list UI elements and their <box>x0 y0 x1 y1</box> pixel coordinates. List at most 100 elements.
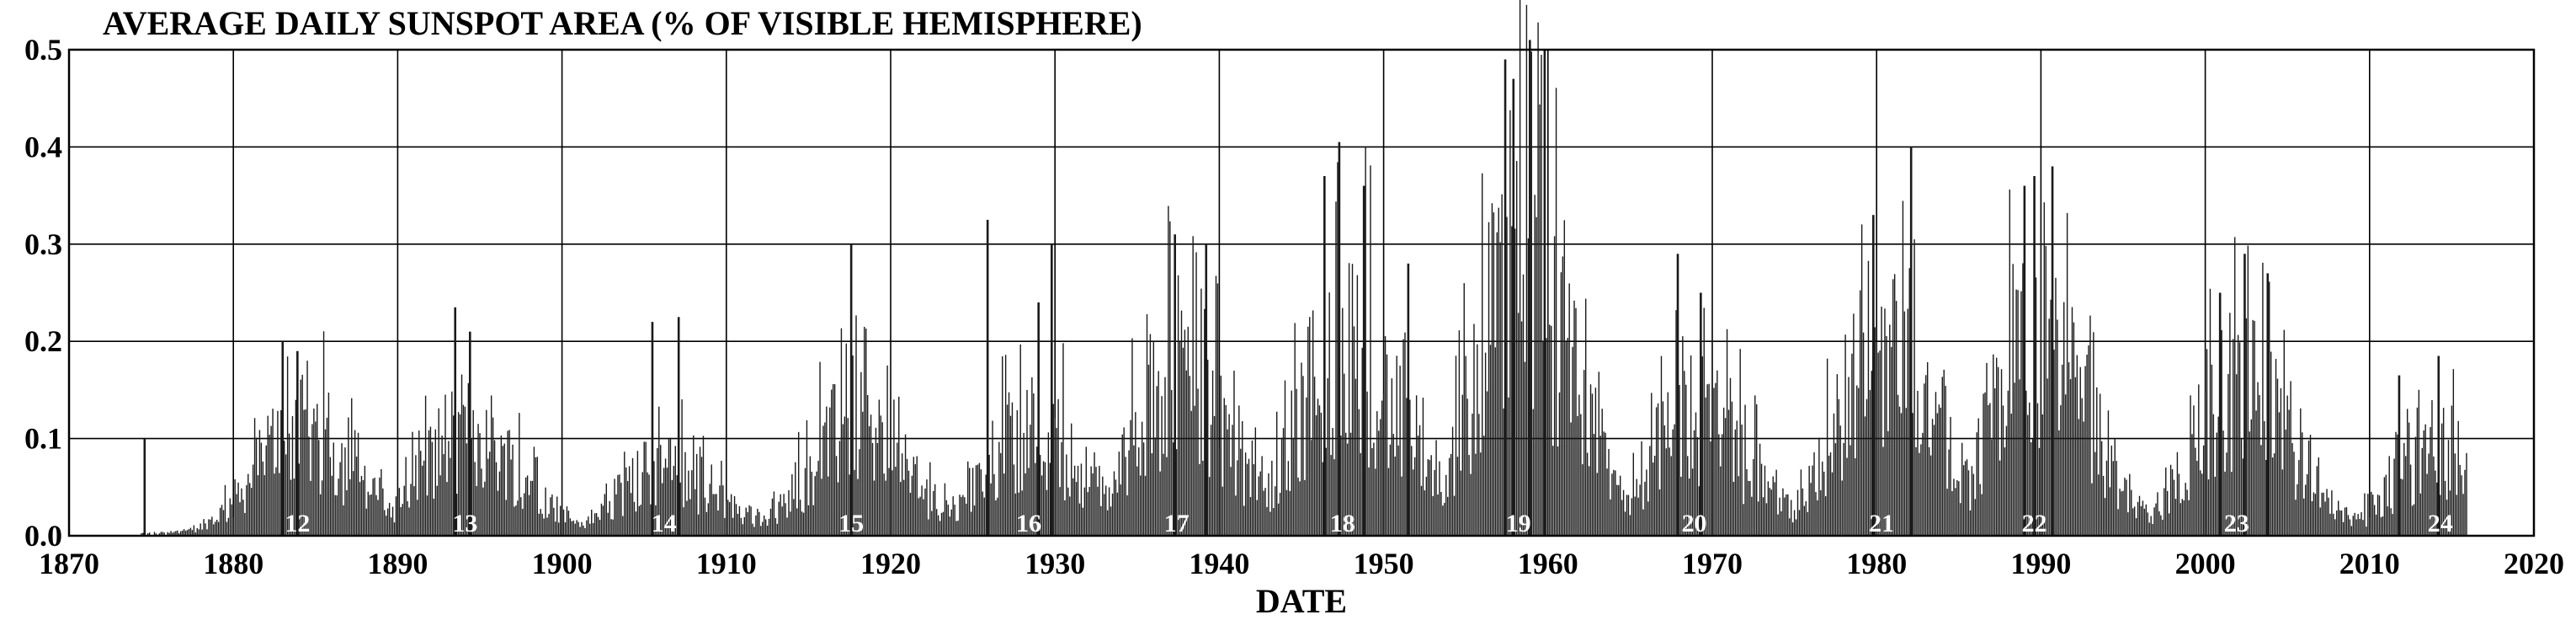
sunspot-bar <box>167 532 168 536</box>
sunspot-bar <box>1179 341 1181 536</box>
sunspot-bar <box>306 361 308 536</box>
sunspot-bar <box>727 500 729 536</box>
sunspot-bar <box>2132 508 2134 536</box>
x-tick-label: 1950 <box>1354 547 1414 580</box>
sunspot-bar <box>540 509 541 536</box>
sunspot-bar <box>2157 492 2158 536</box>
sunspot-bar <box>2311 500 2313 536</box>
sunspot-bar <box>1494 347 1497 536</box>
sunspot-bar <box>2119 489 2121 536</box>
sunspot-bar <box>400 506 402 536</box>
sunspot-bar <box>1936 413 1939 536</box>
sunspot-bar <box>2060 405 2062 536</box>
sunspot-bar <box>1378 430 1380 536</box>
sunspot-bar <box>524 477 527 536</box>
sunspot-bar <box>1480 452 1482 536</box>
sunspot-bar <box>1138 447 1140 536</box>
sunspot-bar <box>1042 461 1045 536</box>
sunspot-bar <box>286 356 289 536</box>
sunspot-bar <box>2360 512 2362 536</box>
sunspot-bar <box>227 517 230 536</box>
sunspot-bar <box>221 505 223 536</box>
sunspot-bar <box>550 497 551 536</box>
sunspot-bar <box>2382 516 2384 536</box>
sunspot-bar <box>464 406 466 536</box>
sunspot-bar <box>1969 510 1972 536</box>
sunspot-bar <box>2176 452 2179 536</box>
sunspot-bar <box>840 328 843 536</box>
x-tick-label: 1890 <box>367 547 428 580</box>
sunspot-bar <box>1164 377 1166 536</box>
sunspot-bar <box>824 422 826 536</box>
sunspot-bar <box>1858 388 1860 536</box>
sunspot-bar <box>293 478 295 536</box>
sunspot-bar <box>737 513 739 536</box>
sunspot-bar <box>2456 494 2457 536</box>
sunspot-spike <box>2033 176 2036 536</box>
sunspot-bar <box>1718 434 1720 536</box>
sunspot-bar <box>1557 446 1559 536</box>
sunspot-bar <box>277 410 279 536</box>
sunspot-bar <box>2155 503 2157 536</box>
sunspot-bar <box>253 418 256 536</box>
sunspot-bar <box>1646 469 1647 536</box>
sunspot-bar <box>1960 503 1961 536</box>
sunspot-bar <box>1397 445 1399 536</box>
sunspot-bar <box>1458 330 1461 536</box>
sunspot-bar <box>201 529 203 536</box>
sunspot-bar <box>1033 393 1035 536</box>
sunspot-bar <box>1508 397 1509 536</box>
sunspot-bar <box>2328 497 2329 536</box>
sunspot-bar <box>1242 420 1243 536</box>
sunspot-bar <box>339 462 341 536</box>
cycle-number-label: 24 <box>2428 510 2453 537</box>
sunspot-bar <box>1534 195 1535 536</box>
sunspot-bar <box>1603 431 1605 536</box>
sunspot-bar <box>2383 477 2386 536</box>
sunspot-bar <box>572 520 574 536</box>
sunspot-bar <box>250 488 253 536</box>
sunspot-bar <box>1925 375 1927 536</box>
sunspot-bar <box>2275 359 2277 536</box>
sunspot-bar <box>1568 283 1570 536</box>
sunspot-bar <box>579 526 581 536</box>
sunspot-bar <box>234 479 236 536</box>
sunspot-bar <box>1451 426 1454 536</box>
sunspot-bar <box>895 467 897 536</box>
sunspot-bar <box>508 430 510 536</box>
sunspot-bar <box>945 500 948 536</box>
sunspot-bar <box>1415 395 1418 536</box>
sunspot-bar <box>374 478 375 536</box>
sunspot-bar <box>1514 228 1516 536</box>
sunspot-bar <box>921 485 923 536</box>
sunspot-bar <box>555 521 556 536</box>
sunspot-bar <box>2000 369 2003 536</box>
sunspot-bar <box>336 495 338 536</box>
sunspot-bar <box>1601 409 1603 536</box>
sunspot-bar <box>2071 307 2073 536</box>
sunspot-bar <box>1244 452 1247 536</box>
sunspot-bar <box>985 474 987 536</box>
sunspot-bar <box>1522 274 1525 536</box>
sunspot-bar <box>1311 440 1312 536</box>
sunspot-bar <box>2367 494 2369 536</box>
x-tick-label: 1970 <box>1682 547 1743 580</box>
sunspot-bar <box>222 510 225 536</box>
sunspot-bar <box>541 513 543 536</box>
sunspot-bar <box>1118 452 1120 536</box>
sunspot-bar <box>1173 442 1174 536</box>
sunspot-bar <box>2167 490 2169 536</box>
sunspot-bar <box>577 521 579 536</box>
sunspot-bar <box>1075 482 1078 536</box>
sunspot-bar <box>1371 447 1373 536</box>
sunspot-bar <box>2408 422 2410 536</box>
sunspot-bar <box>750 506 752 536</box>
sunspot-bar <box>2098 474 2100 536</box>
sunspot-bar <box>1379 419 1381 536</box>
sunspot-bar <box>224 484 226 536</box>
sunspot-bar <box>163 532 165 536</box>
sunspot-bar <box>814 476 816 536</box>
sunspot-bar <box>2148 522 2150 536</box>
sunspot-bar <box>1913 239 1915 536</box>
sunspot-bar <box>1493 212 1495 536</box>
